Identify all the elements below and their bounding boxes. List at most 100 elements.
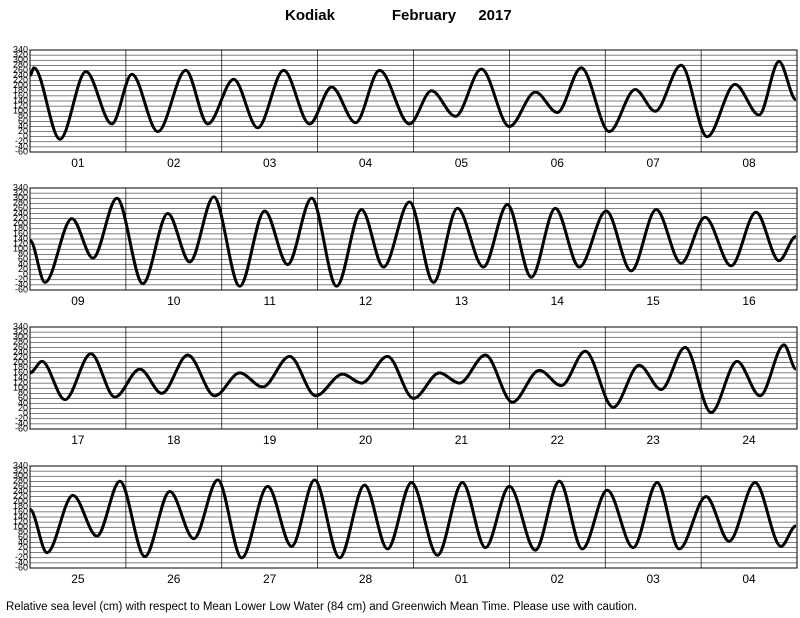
day-label: 16 (742, 294, 756, 308)
y-tick-label: -20 (15, 552, 28, 562)
tide-curve (28, 195, 797, 288)
y-tick-label: -20 (15, 136, 28, 146)
day-label: 21 (455, 433, 469, 447)
y-tick-label: 220 (13, 352, 28, 362)
day-label: 22 (551, 433, 565, 447)
day-label: 09 (71, 294, 85, 308)
y-tick-label: 220 (13, 75, 28, 85)
day-label: 06 (551, 156, 565, 170)
y-tick-label: 20 (18, 126, 28, 136)
y-tick-label: 140 (13, 372, 28, 382)
y-tick-label: 200 (13, 80, 28, 90)
y-tick-label: 240 (13, 486, 28, 496)
y-tick-label: 100 (13, 383, 28, 393)
y-tick-label: 340 (13, 460, 28, 470)
y-tick-label: 220 (13, 213, 28, 223)
y-tick-label: 160 (13, 228, 28, 238)
day-label: 28 (359, 572, 373, 586)
y-tick-label: 80 (18, 249, 28, 259)
y-tick-label: 120 (13, 516, 28, 526)
y-tick-label: 120 (13, 100, 28, 110)
year: 2017 (478, 7, 511, 24)
y-tick-label: 20 (18, 542, 28, 552)
y-tick-label: 140 (13, 511, 28, 521)
day-label: 03 (263, 156, 277, 170)
day-label: 01 (455, 572, 469, 586)
y-tick-label: 20 (18, 264, 28, 274)
y-tick-label: 20 (18, 403, 28, 413)
y-tick-label: 260 (13, 203, 28, 213)
y-tick-label: 200 (13, 496, 28, 506)
y-tick-label: -40 (15, 141, 28, 151)
y-tick-label: 0 (23, 269, 28, 279)
day-label: 07 (647, 156, 661, 170)
y-tick-label: 340 (13, 321, 28, 331)
y-tick-label: 300 (13, 471, 28, 481)
y-tick-label: -20 (15, 274, 28, 284)
y-tick-label: -60 (15, 146, 28, 156)
day-label: 02 (551, 572, 565, 586)
y-tick-label: 240 (13, 347, 28, 357)
y-tick-label: 120 (13, 377, 28, 387)
y-tick-label: 140 (13, 95, 28, 105)
y-tick-label: 80 (18, 388, 28, 398)
y-tick-label: 0 (23, 547, 28, 557)
y-tick-label: 40 (18, 537, 28, 547)
y-tick-label: 300 (13, 55, 28, 65)
day-label: 14 (551, 294, 565, 308)
y-tick-label: -40 (15, 418, 28, 428)
y-tick-label: -40 (15, 279, 28, 289)
day-label: 18 (167, 433, 181, 447)
y-tick-label: 40 (18, 259, 28, 269)
y-tick-label: 40 (18, 398, 28, 408)
plot-frame (29, 49, 798, 153)
day-label: 04 (742, 572, 756, 586)
y-tick-label: 60 (18, 116, 28, 126)
station-name: Kodiak (285, 7, 336, 24)
day-label: 12 (359, 294, 373, 308)
y-tick-label: 100 (13, 244, 28, 254)
month: February (392, 7, 457, 24)
day-label: 17 (71, 433, 85, 447)
y-tick-label: 260 (13, 342, 28, 352)
y-tick-label: 320 (13, 187, 28, 197)
y-tick-label: 80 (18, 527, 28, 537)
day-label: 27 (263, 572, 277, 586)
day-label: 11 (263, 294, 276, 308)
day-label: 26 (167, 572, 181, 586)
y-tick-label: 160 (13, 90, 28, 100)
y-tick-label: -60 (15, 562, 28, 572)
y-tick-label: 140 (13, 233, 28, 243)
day-label: 05 (455, 156, 469, 170)
y-tick-label: 300 (13, 193, 28, 203)
y-tick-label: 200 (13, 218, 28, 228)
y-tick-label: 340 (13, 44, 28, 54)
y-tick-label: 240 (13, 208, 28, 218)
footnote: Relative sea level (cm) with respect to … (6, 601, 637, 613)
y-tick-label: 180 (13, 223, 28, 233)
day-label: 19 (263, 433, 277, 447)
plot-frame (29, 326, 798, 430)
y-tick-label: 180 (13, 501, 28, 511)
y-tick-label: 160 (13, 367, 28, 377)
y-tick-label: 40 (18, 121, 28, 131)
y-tick-label: 220 (13, 491, 28, 501)
y-tick-label: 260 (13, 481, 28, 491)
y-tick-label: 340 (13, 182, 28, 192)
day-label: 20 (359, 433, 373, 447)
y-tick-label: 80 (18, 111, 28, 121)
y-tick-label: 160 (13, 506, 28, 516)
day-label: 04 (359, 156, 373, 170)
y-tick-label: -40 (15, 557, 28, 567)
day-label: 10 (167, 294, 181, 308)
y-tick-label: 240 (13, 70, 28, 80)
day-label: 03 (647, 572, 661, 586)
plot-frame (29, 465, 798, 569)
day-label: 15 (647, 294, 661, 308)
y-tick-label: 280 (13, 337, 28, 347)
y-tick-label: 180 (13, 85, 28, 95)
y-tick-label: 320 (13, 465, 28, 475)
y-tick-label: 320 (13, 49, 28, 59)
day-label: 24 (742, 433, 756, 447)
